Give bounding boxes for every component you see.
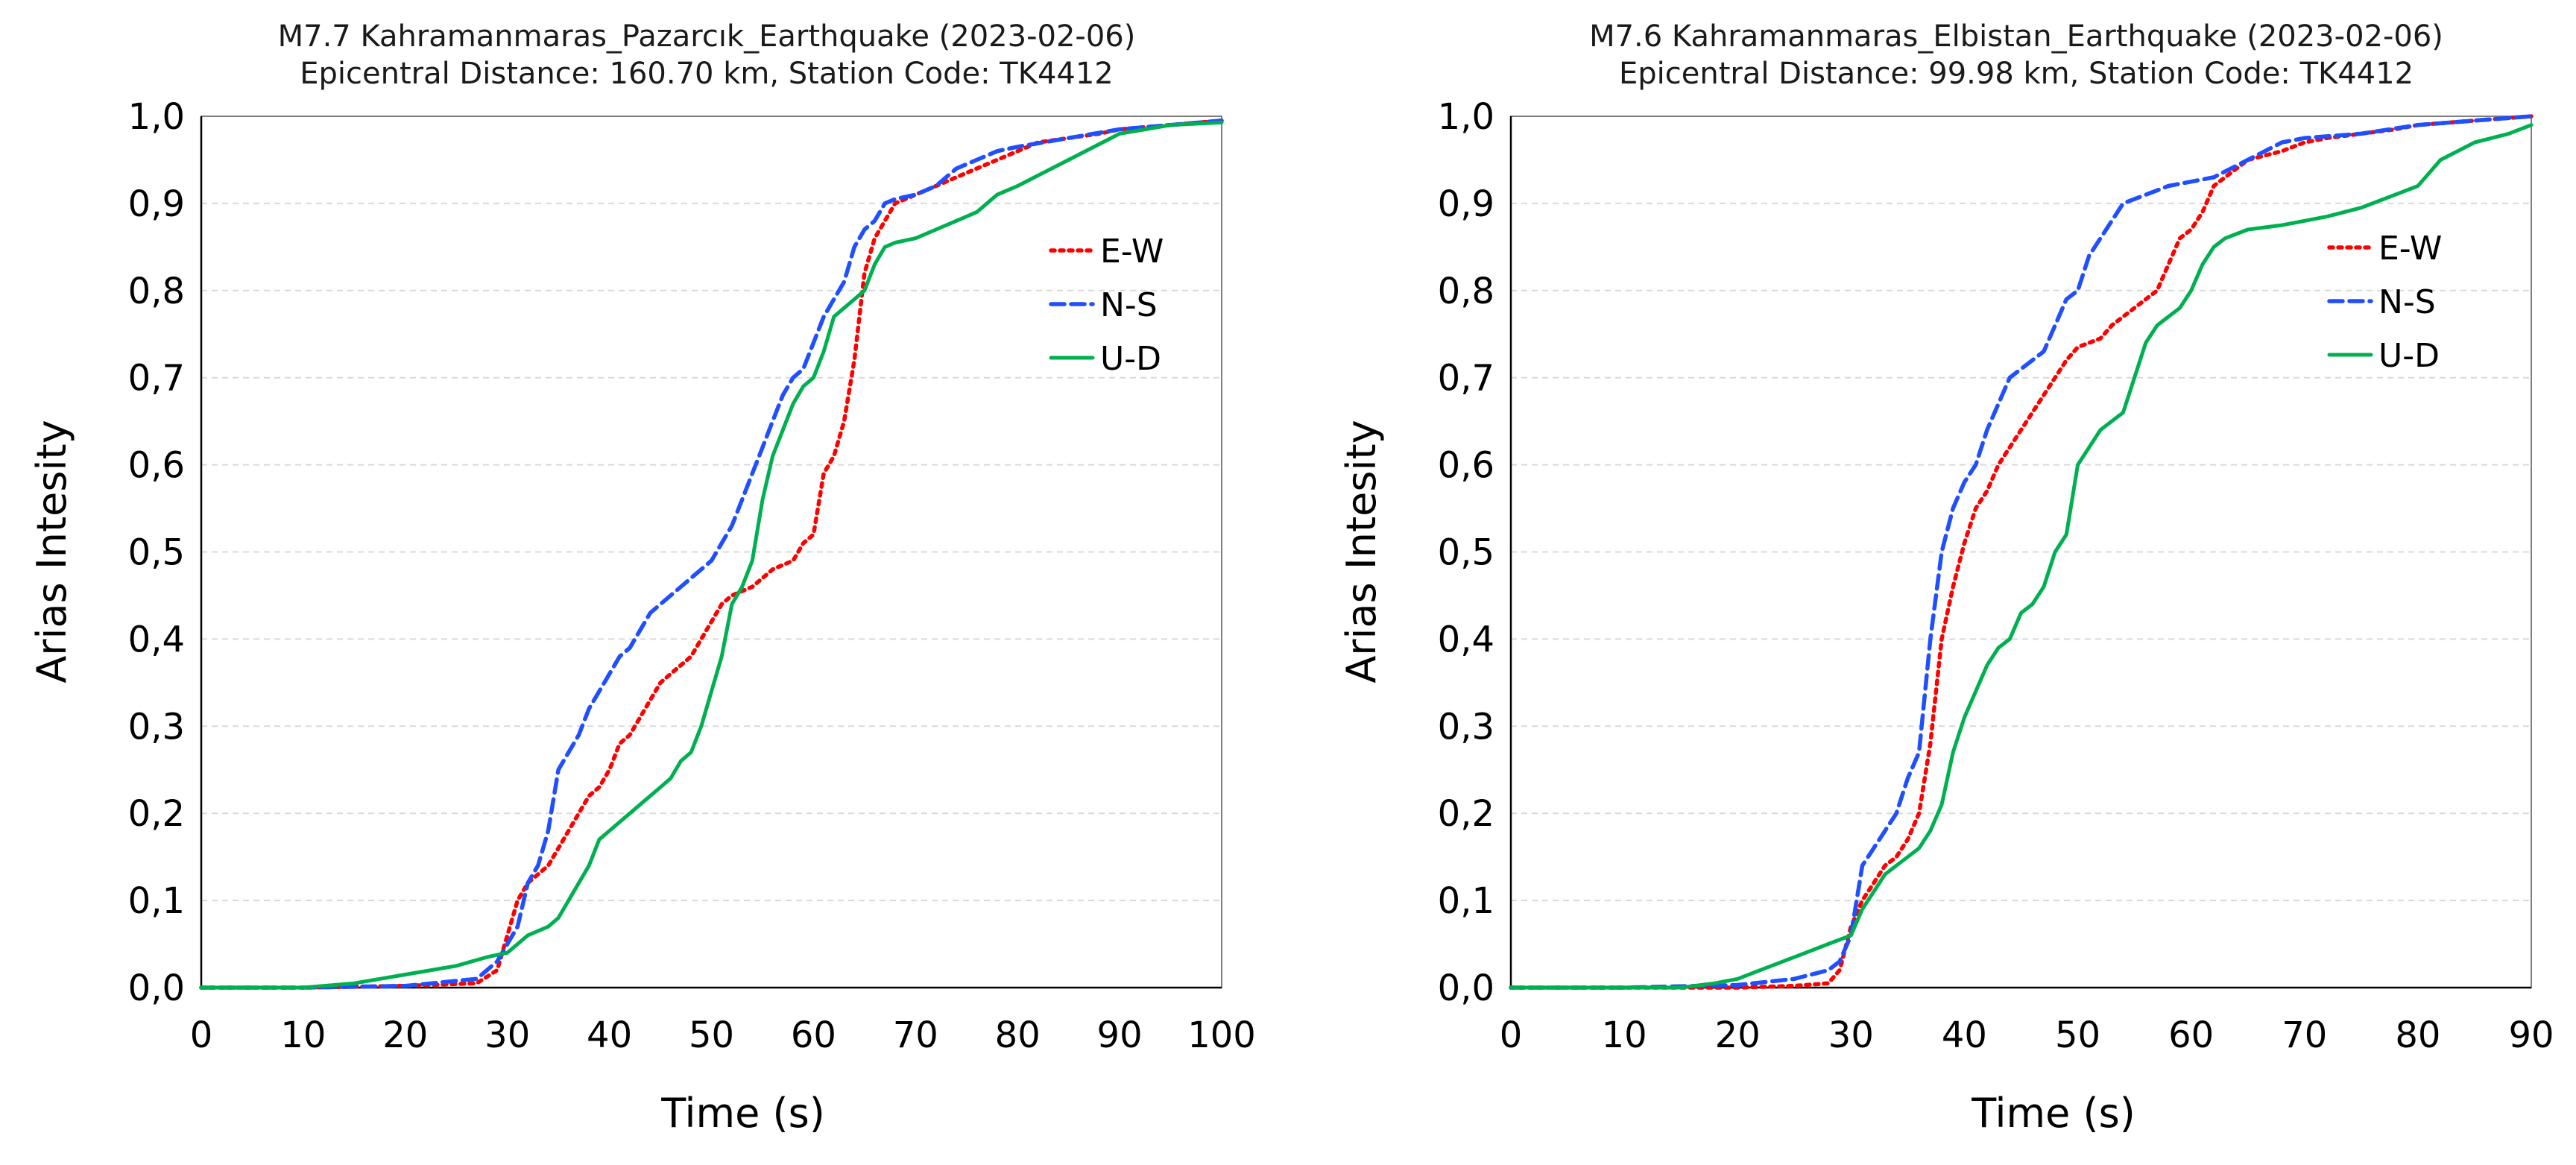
chart-title: M7.7 Kahramanmaras_Pazarcık_Earthquake (… (278, 19, 1136, 54)
legend-item: E-W (2327, 230, 2442, 268)
x-tick-label: 20 (1715, 1014, 1761, 1056)
series-line-n-s (199, 119, 1224, 990)
y-tick-label: 0,1 (1438, 880, 1494, 922)
x-tick-label: 40 (1942, 1014, 1987, 1056)
x-tick-label: 60 (791, 1014, 836, 1056)
chart-subtitle: Epicentral Distance: 99.98 km, Station C… (1619, 57, 2414, 91)
x-tick-label: 70 (2282, 1014, 2327, 1056)
series-line-n-s (1509, 114, 2534, 990)
chart-subtitle: Epicentral Distance: 160.70 km, Station … (300, 57, 1114, 91)
x-tick-label: 0 (190, 1014, 213, 1056)
x-tick-label: 90 (1097, 1014, 1143, 1056)
legend-item: N-S (1049, 286, 1158, 324)
legend: E-W N-S U-D (2327, 230, 2442, 375)
y-tick-label: 0,4 (128, 619, 185, 660)
y-tick-label: 0,5 (1438, 532, 1494, 574)
legend-item: U-D (2327, 337, 2440, 375)
x-tick-label: 60 (2168, 1014, 2214, 1056)
y-tick-label: 1,0 (128, 96, 185, 138)
y-tick-labels: 0,0 0,1 0,2 0,3 0,4 0,5 0,6 0,7 0,8 0,9 1,0 (128, 96, 185, 1009)
y-tick-label: 0,9 (128, 183, 185, 225)
y-axis-label: Arias Intesity (1338, 420, 1385, 683)
legend-item: N-S (2327, 283, 2436, 321)
y-tick-label: 0,6 (1438, 445, 1494, 487)
gridlines (1511, 202, 2531, 902)
legend-label: N-S (1100, 286, 1158, 324)
x-tick-label: 50 (2055, 1014, 2100, 1056)
x-tick-label: 70 (893, 1014, 938, 1056)
series-lines (199, 119, 1224, 990)
y-tick-label: 0,6 (128, 445, 185, 487)
y-tick-labels: 0,0 0,1 0,2 0,3 0,4 0,5 0,6 0,7 0,8 0,9 1,0 (1438, 96, 1494, 1009)
gridlines (201, 202, 1222, 902)
y-tick-label: 0,2 (128, 793, 185, 835)
x-tick-label: 10 (1602, 1014, 1647, 1056)
series-lines (1509, 114, 2534, 990)
y-tick-label: 0,0 (128, 967, 185, 1009)
y-tick-label: 0,0 (1438, 967, 1494, 1009)
series-line-u-d (1509, 123, 2534, 990)
y-tick-label: 0,8 (128, 271, 185, 312)
legend: E-W N-S U-D (1049, 233, 1164, 378)
y-tick-label: 0,4 (1438, 619, 1494, 660)
x-tick-label: 10 (280, 1014, 326, 1056)
y-tick-label: 0,5 (128, 532, 185, 574)
y-tick-label: 0,8 (1438, 271, 1494, 312)
y-tick-label: 1,0 (1438, 96, 1494, 138)
y-tick-label: 0,3 (1438, 706, 1494, 748)
legend-label: E-W (1100, 233, 1164, 271)
legend-label: U-D (1100, 340, 1161, 378)
y-tick-label: 0,7 (128, 358, 185, 400)
x-tick-label: 30 (484, 1014, 530, 1056)
legend-item: E-W (1049, 233, 1164, 271)
y-tick-label: 0,3 (128, 706, 185, 748)
x-axis-label: Time (s) (1971, 1090, 2135, 1137)
x-tick-labels: 0 10 20 30 40 50 60 70 80 90 100 (190, 1014, 1256, 1056)
x-tick-label: 20 (382, 1014, 428, 1056)
x-axis-label: Time (s) (660, 1090, 825, 1137)
x-tick-label: 40 (587, 1014, 632, 1056)
chart-pazarcik: M7.7 Kahramanmaras_Pazarcık_Earthquake (… (28, 19, 1256, 1137)
legend-label: N-S (2378, 283, 2436, 321)
x-tick-label: 100 (1187, 1014, 1256, 1056)
y-tick-label: 0,7 (1438, 358, 1494, 400)
legend-label: U-D (2378, 337, 2440, 375)
x-tick-label: 80 (995, 1014, 1041, 1056)
x-tick-label: 0 (1500, 1014, 1523, 1056)
y-tick-label: 0,9 (1438, 183, 1494, 225)
x-tick-label: 50 (689, 1014, 734, 1056)
y-tick-label: 0,1 (128, 880, 185, 922)
series-line-u-d (199, 120, 1224, 990)
y-tick-label: 0,2 (1438, 793, 1494, 835)
chart-elbistan: M7.6 Kahramanmaras_Elbistan_Earthquake (… (1338, 19, 2554, 1137)
x-tick-label: 80 (2395, 1014, 2440, 1056)
x-tick-labels: 0 10 20 30 40 50 60 70 80 90 (1500, 1014, 2554, 1056)
x-tick-label: 30 (1828, 1014, 1874, 1056)
legend-label: E-W (2378, 230, 2442, 268)
x-tick-label: 90 (2508, 1014, 2554, 1056)
y-axis-label: Arias Intesity (28, 420, 75, 683)
legend-item: U-D (1049, 340, 1161, 378)
chart-title: M7.6 Kahramanmaras_Elbistan_Earthquake (… (1589, 19, 2443, 54)
